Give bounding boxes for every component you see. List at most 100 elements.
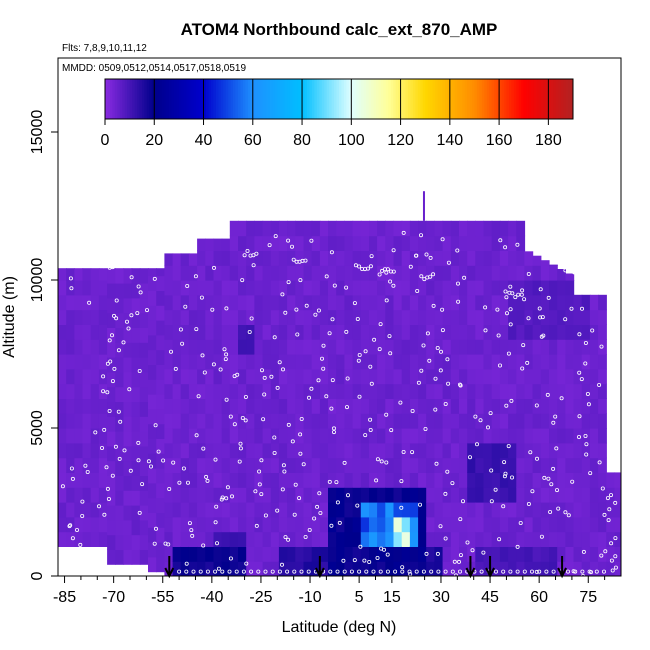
heat-cell xyxy=(74,339,84,355)
obs-point xyxy=(286,280,291,285)
obs-point xyxy=(363,349,368,354)
heat-cell xyxy=(58,472,67,488)
heat-cell xyxy=(401,398,411,414)
heat-cell xyxy=(475,280,485,296)
heat-cell xyxy=(82,442,92,459)
heat-cell xyxy=(287,502,296,518)
heat-cell xyxy=(197,472,206,488)
heat-cell xyxy=(98,383,108,399)
heat-cell xyxy=(123,534,133,550)
heat-cell xyxy=(524,472,534,488)
heat-cell xyxy=(58,442,67,459)
heat-cell xyxy=(270,472,280,488)
heat-cell xyxy=(328,354,337,370)
obs-point xyxy=(422,277,427,282)
heat-cell xyxy=(467,428,476,444)
heat-cell xyxy=(262,502,272,518)
heat-cell xyxy=(123,342,133,358)
heat-cell xyxy=(172,265,182,281)
heat-cell xyxy=(229,235,239,251)
heat-cell xyxy=(221,294,231,311)
heat-cell xyxy=(246,502,255,518)
obs-point xyxy=(199,295,204,300)
heat-cell xyxy=(246,398,255,414)
heat-cell xyxy=(90,339,100,355)
heat-cell xyxy=(90,442,100,459)
heat-cell xyxy=(426,235,435,251)
heat-cell xyxy=(213,531,223,547)
heat-cell xyxy=(311,324,321,340)
colorbar-swatch xyxy=(260,79,264,119)
heat-cell xyxy=(172,253,182,266)
heat-cell xyxy=(172,487,182,503)
heat-cell xyxy=(426,339,435,355)
obs-point xyxy=(286,537,291,542)
y-axis-label: Altitude (m) xyxy=(1,276,18,358)
heat-cell xyxy=(573,383,583,399)
heat-cell xyxy=(254,516,264,533)
heat-cell xyxy=(213,442,223,459)
heat-cell xyxy=(262,324,272,340)
heat-cell xyxy=(278,339,288,355)
obs-point xyxy=(483,328,488,333)
heat-cell xyxy=(459,546,468,562)
heat-cell xyxy=(172,531,182,547)
heat-cell xyxy=(246,487,255,503)
obs-point xyxy=(259,492,264,497)
obs-point xyxy=(116,409,121,414)
heat-cell xyxy=(426,309,435,325)
heat-cell xyxy=(98,280,108,296)
heat-cell xyxy=(205,368,215,385)
heat-cell xyxy=(90,280,100,296)
heat-cell xyxy=(336,265,345,281)
heat-cell xyxy=(369,294,378,311)
heat-cell xyxy=(491,531,501,547)
heat-cell xyxy=(598,413,607,429)
obs-point xyxy=(497,537,502,542)
obs-point xyxy=(548,509,553,514)
obs-point xyxy=(69,466,74,471)
heat-cell xyxy=(344,339,354,355)
heat-cell xyxy=(221,265,231,281)
colorbar-swatch xyxy=(176,79,180,119)
obs-point xyxy=(506,351,511,356)
heat-cell xyxy=(188,516,198,533)
heat-cell xyxy=(434,561,444,576)
heat-cell xyxy=(499,472,509,488)
heat-cell xyxy=(188,309,198,325)
obs-point xyxy=(452,559,457,564)
heat-cell xyxy=(369,502,378,518)
heat-cell xyxy=(172,546,182,562)
heat-cell xyxy=(319,428,329,444)
obs-point xyxy=(450,569,455,574)
heat-cell xyxy=(401,368,411,385)
heat-cell xyxy=(115,445,125,462)
heat-cell xyxy=(98,472,108,488)
heat-cell xyxy=(238,220,247,237)
obs-point xyxy=(303,535,308,540)
heat-cell xyxy=(499,294,509,311)
obs-point xyxy=(327,331,332,336)
heat-cell xyxy=(581,383,591,399)
obs-point xyxy=(474,442,479,447)
heat-cell xyxy=(508,280,517,296)
heat-cell xyxy=(58,413,67,429)
heat-cell xyxy=(557,442,566,459)
heat-cell xyxy=(188,354,198,370)
colorbar-swatch xyxy=(366,79,369,119)
obs-point xyxy=(313,312,318,317)
heat-cell xyxy=(311,487,321,503)
heat-cell xyxy=(401,502,411,518)
heat-cell xyxy=(66,428,75,444)
heat-cell xyxy=(221,250,231,266)
heat-cell xyxy=(475,531,485,547)
obs-point xyxy=(335,569,340,574)
heat-cell xyxy=(360,457,370,473)
obs-point xyxy=(153,423,158,428)
colorbar-swatch xyxy=(201,79,204,119)
heat-cell xyxy=(287,531,296,547)
heat-cell xyxy=(336,398,345,414)
heat-cell xyxy=(66,472,75,488)
obs-point xyxy=(353,263,358,268)
colorbar-swatch xyxy=(161,79,165,119)
